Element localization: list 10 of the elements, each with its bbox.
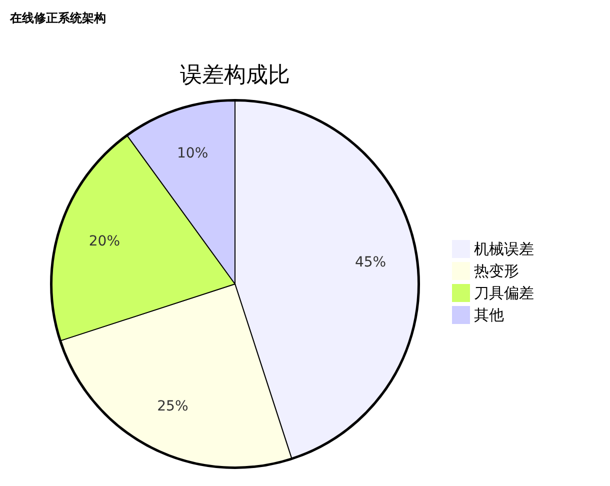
legend-label: 热变形 (474, 262, 519, 280)
legend-label: 其他 (474, 306, 504, 324)
text: 在线修正系统架构 (10, 10, 106, 27)
data-label: 20% (88, 234, 120, 250)
data-label: 25% (157, 398, 188, 414)
chart-title: 误差构成比 (179, 62, 291, 90)
slice-label: 机械误差 (474, 240, 534, 258)
data-label: 45% (355, 254, 386, 271)
data-label: 10% (177, 145, 208, 162)
legend-label: 刀具偏差 (474, 284, 534, 302)
